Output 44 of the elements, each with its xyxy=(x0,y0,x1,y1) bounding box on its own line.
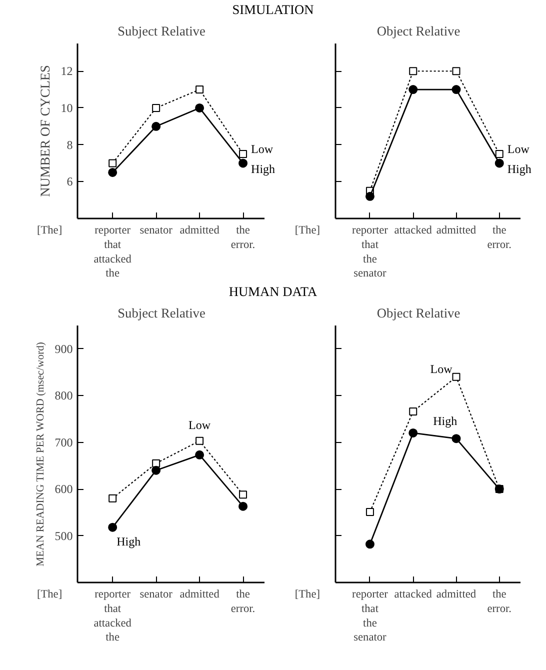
series-label: Low xyxy=(430,362,453,376)
x-tick-label: reporter that attacked the xyxy=(94,224,132,280)
x-tick-label: reporter that attacked the xyxy=(94,588,132,644)
chart-title: Subject Relative xyxy=(118,306,206,320)
x-tick-label: attacked xyxy=(394,588,432,600)
series-label: Low xyxy=(188,418,211,432)
series-label: Low xyxy=(251,142,274,156)
text: [The] xyxy=(36,588,62,600)
x-tick-label: the error. xyxy=(230,224,256,251)
series-label: High xyxy=(116,534,141,548)
chart-title: Subject Relative xyxy=(118,24,206,38)
series-label: High xyxy=(507,162,532,176)
x-tick-label: reporter that the senator xyxy=(352,224,388,280)
x-tick-label: the error. xyxy=(487,588,512,615)
y-tick-label: 900 xyxy=(54,342,73,356)
series-label: High xyxy=(433,414,458,428)
y-tick-label: 6 xyxy=(66,174,73,189)
x-tick-label: senator xyxy=(140,588,173,600)
x-tick-label: admitted xyxy=(180,224,220,236)
text: [The] xyxy=(294,588,320,600)
x-tick-label: admitted xyxy=(436,224,476,236)
x-tick-label: attacked xyxy=(394,224,432,236)
y-tick-label: 700 xyxy=(54,435,73,450)
x-tick-label: the error. xyxy=(487,224,512,251)
y-axis-title: NUMBER OF CYCLES xyxy=(38,65,52,197)
x-tick-label: admitted xyxy=(436,588,476,600)
text: [The] xyxy=(36,224,62,236)
y-tick-label: 600 xyxy=(54,482,73,496)
series-label: Low xyxy=(507,142,530,156)
x-tick-label: admitted xyxy=(180,588,220,600)
text: HUMAN DATA xyxy=(228,283,318,301)
x-tick-label: reporter that the senator xyxy=(352,588,388,644)
chart-title: Object Relative xyxy=(376,24,460,38)
text: SIMULATION xyxy=(232,1,314,19)
y-tick-label: 500 xyxy=(54,528,73,543)
x-tick-label: senator xyxy=(140,224,173,236)
y-tick-label: 12 xyxy=(60,64,73,78)
y-tick-label: 800 xyxy=(54,388,73,403)
x-tick-label: the error. xyxy=(230,588,256,615)
text: [The] xyxy=(294,224,320,236)
y-tick-label: 10 xyxy=(60,100,73,115)
y-tick-label: 8 xyxy=(66,138,73,152)
series-label: High xyxy=(251,162,276,176)
chart-title: Object Relative xyxy=(376,306,460,320)
